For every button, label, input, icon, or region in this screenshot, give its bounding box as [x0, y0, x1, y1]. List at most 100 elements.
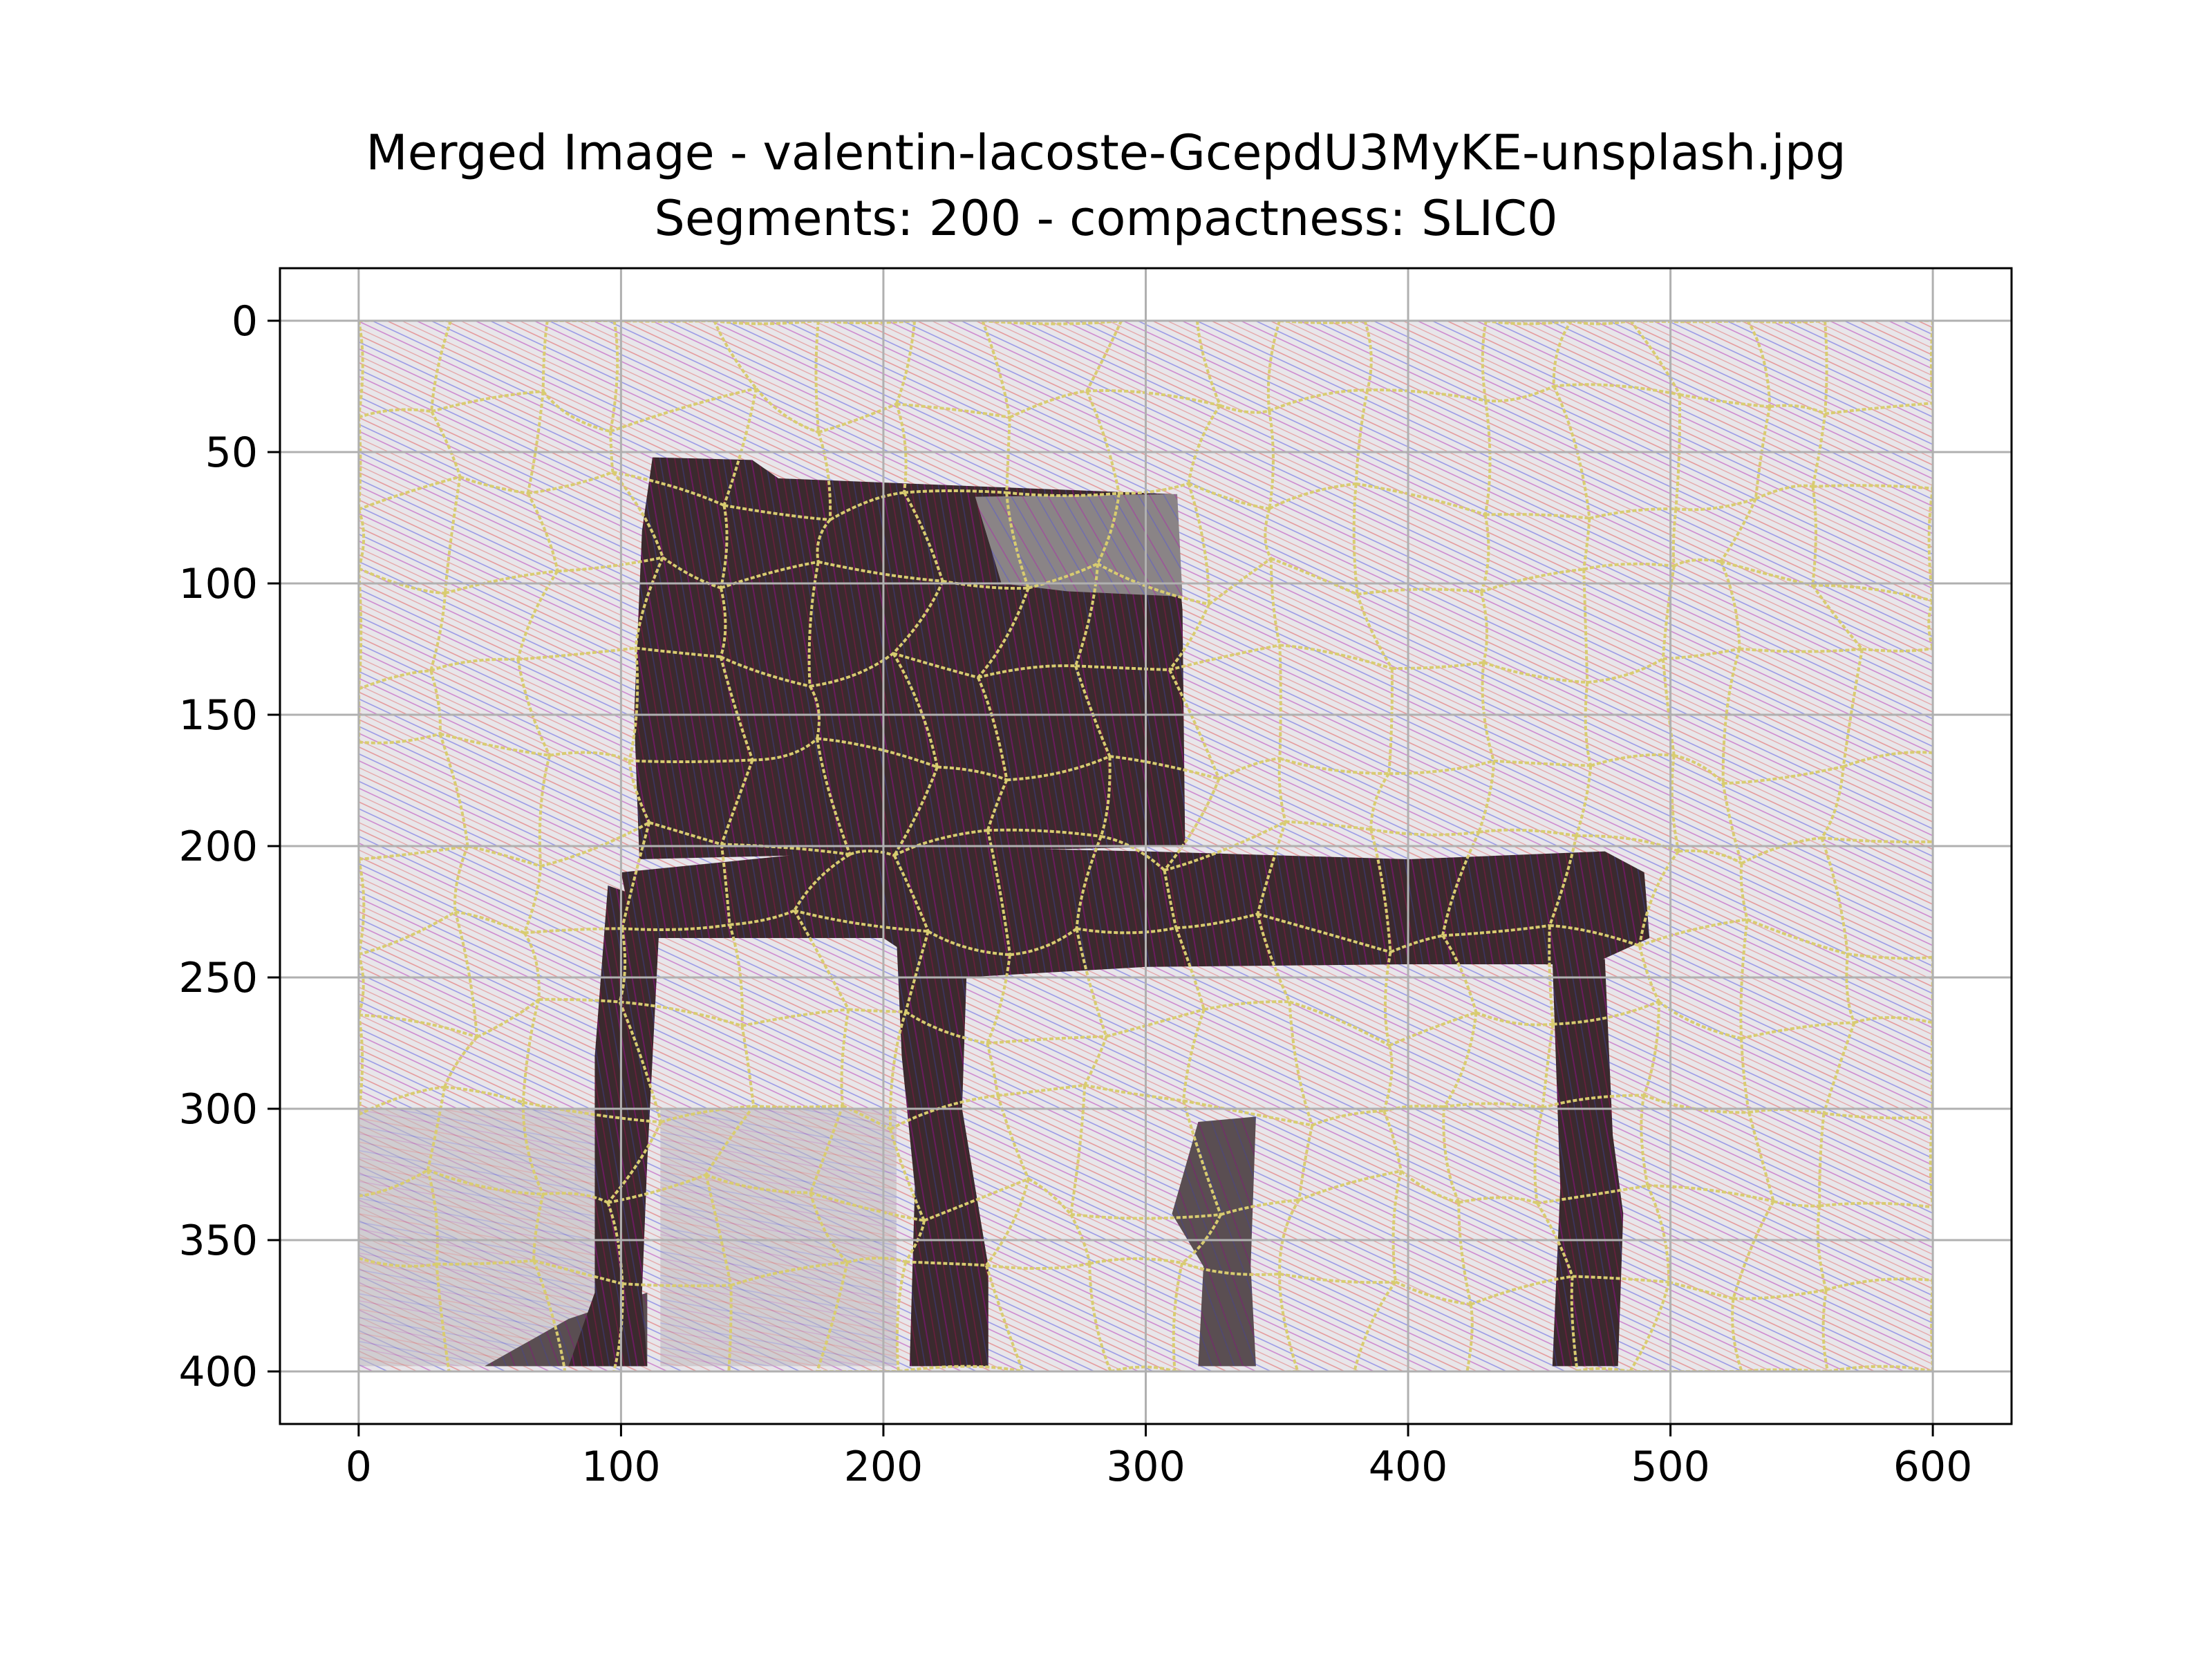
chart-subtitle: Segments: 200 - compactness: SLIC0 — [654, 190, 1557, 247]
segment-edge — [847, 1257, 906, 1264]
segment-edge — [443, 476, 462, 594]
segment-edge — [1442, 924, 1550, 937]
segment-edge — [1076, 926, 1177, 935]
x-tick-label: 300 — [1106, 1443, 1185, 1491]
segment-edge — [1553, 383, 1680, 396]
segment-edge — [1811, 413, 1827, 487]
segment-edge — [1673, 558, 1721, 568]
segment-edge — [1006, 755, 1111, 782]
segment-edge — [1100, 834, 1165, 872]
segment-edge — [660, 1105, 754, 1124]
segment-edge — [719, 656, 754, 761]
segment-edge — [816, 737, 938, 769]
segment-edge — [986, 1035, 1107, 1045]
segment-edge — [1370, 828, 1479, 836]
segment-edge — [1271, 556, 1358, 596]
segment-edge — [628, 760, 651, 823]
segment-edge — [516, 659, 551, 756]
segment-edge — [1356, 482, 1486, 516]
segment-edge — [1548, 925, 1555, 1024]
segment-edge — [1069, 1085, 1087, 1215]
segment-edge — [1085, 321, 1123, 392]
segment-edge — [523, 1100, 662, 1124]
segment-edge — [720, 655, 811, 688]
segment-edge — [1816, 1206, 1828, 1291]
segment-edge — [890, 1094, 998, 1131]
segment-edge — [1481, 568, 1584, 594]
segment-edge — [609, 321, 619, 432]
segment-edge — [1647, 1184, 1774, 1203]
segment-edge — [814, 321, 820, 433]
segment-edge — [1548, 835, 1578, 926]
segment-edge — [538, 755, 552, 867]
segment-edge — [1485, 321, 1572, 326]
segment-edge — [629, 758, 753, 764]
segment-edge — [1739, 919, 1749, 1039]
segment-edge — [1719, 561, 1741, 649]
segment-edge — [1661, 658, 1676, 756]
segment-edge — [358, 1257, 437, 1268]
segment-edge — [526, 391, 545, 494]
segment-edge — [720, 759, 754, 845]
segment-edge — [1075, 836, 1103, 929]
segment-edge — [1741, 836, 1822, 865]
segment-edge — [721, 843, 850, 856]
segment-edge — [1075, 928, 1108, 1038]
chair-backrest-light — [975, 494, 1183, 597]
segment-edge — [1661, 565, 1676, 659]
segment-edge — [1442, 1107, 1461, 1203]
segment-edge — [1732, 1200, 1775, 1300]
segment-edge — [1537, 1184, 1648, 1205]
segment-edge — [892, 652, 979, 679]
segment-edge — [435, 1264, 451, 1371]
segment-edge — [942, 579, 1029, 590]
segment-edge — [516, 570, 559, 660]
segment-edge — [730, 1261, 847, 1287]
segment-edge — [1582, 518, 1591, 570]
segment-edge — [1479, 514, 1490, 592]
segment-edge — [1183, 1099, 1313, 1127]
segment-edge — [1278, 1199, 1301, 1275]
segment-edge — [1163, 870, 1178, 928]
segment-edge — [1009, 927, 1078, 957]
segment-edge — [538, 997, 620, 1004]
segment-edge — [894, 403, 908, 493]
segment-edge — [1174, 927, 1206, 1010]
segment-edge — [1739, 647, 1863, 653]
segment-edge — [1676, 497, 1756, 512]
segment-edge — [1572, 1275, 1669, 1284]
segment-edge — [1479, 828, 1577, 838]
y-tick-label: 50 — [205, 429, 258, 477]
segment-edge — [1266, 321, 1281, 411]
segment-edge — [1845, 953, 1856, 1024]
segment-edge — [453, 911, 479, 1038]
segment-edge — [1188, 482, 1270, 510]
segment-edge — [895, 1262, 908, 1371]
segment-edge — [818, 560, 943, 583]
segment-edge — [1279, 1273, 1396, 1284]
segment-edge — [430, 321, 452, 412]
segment-edge — [752, 738, 818, 762]
segment-edge — [1297, 1125, 1314, 1201]
segment-edge — [1443, 1102, 1543, 1109]
segment-edge — [1721, 648, 1741, 784]
segment-edge — [1088, 1263, 1112, 1371]
segment-edge — [1195, 321, 1221, 406]
segment-edge — [1298, 1170, 1402, 1201]
segment-edge — [618, 1001, 662, 1123]
segment-edge — [1674, 753, 1725, 785]
segment-edge — [1168, 603, 1210, 671]
segment-edge — [1812, 583, 1933, 603]
segment-edge — [1389, 1011, 1477, 1047]
segment-edge — [1668, 1280, 1734, 1300]
segment-edge — [1268, 482, 1356, 510]
segment-edge — [987, 828, 1102, 838]
segment-edge — [1847, 953, 1933, 960]
segment-edge — [704, 1174, 733, 1286]
segment-edge — [848, 1008, 906, 1013]
segment-edge — [1070, 1212, 1221, 1220]
segment-edge — [1353, 1281, 1397, 1371]
segment-edge — [527, 471, 614, 495]
segment-edge — [1096, 562, 1210, 606]
segment-edge — [1481, 321, 1488, 401]
